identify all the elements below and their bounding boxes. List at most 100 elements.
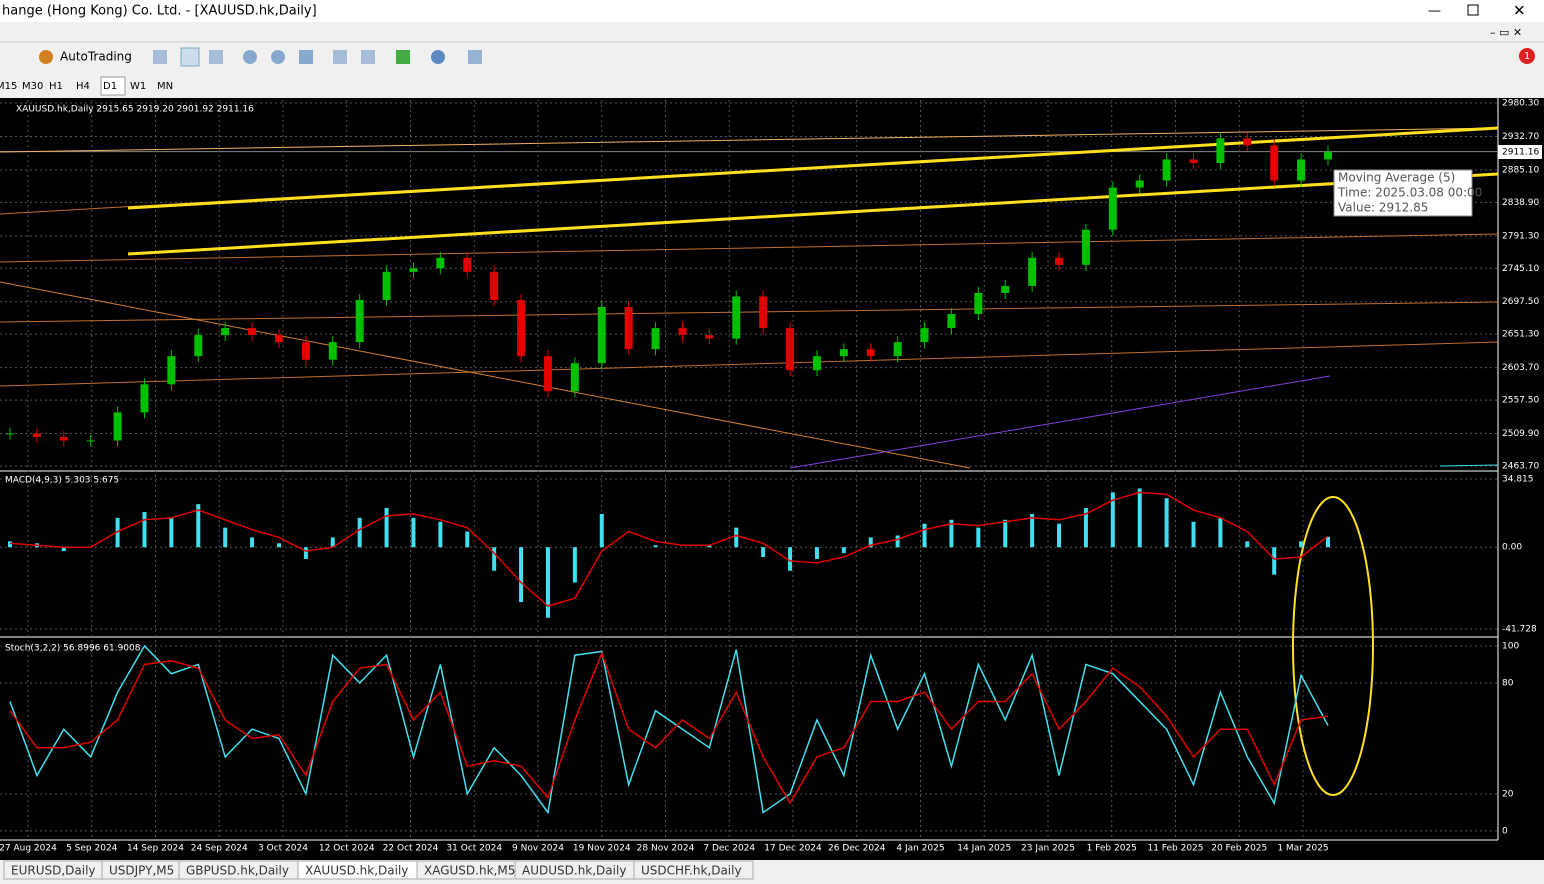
macd-bar bbox=[1137, 488, 1142, 548]
macd-bar bbox=[868, 537, 873, 548]
x-tick-label: 20 Feb 2025 bbox=[1211, 844, 1267, 854]
macd-bar bbox=[1083, 508, 1088, 548]
tab-label[interactable]: XAUUSD.hk,Daily bbox=[305, 864, 408, 878]
macd-bar bbox=[223, 527, 228, 548]
macd-bar bbox=[492, 547, 497, 571]
mdi-buttons[interactable]: – ▭ ✕ bbox=[1490, 26, 1522, 39]
macd-bar bbox=[653, 545, 658, 548]
candle bbox=[1055, 257, 1064, 265]
macd-label: MACD(4,9,3) 5.303 5.675 bbox=[5, 476, 119, 486]
autotrading-icon[interactable] bbox=[39, 50, 53, 64]
y-tick-label: -41.728 bbox=[1502, 624, 1537, 634]
macd-bar bbox=[519, 547, 524, 603]
tooltip bbox=[1333, 169, 1473, 217]
candle bbox=[1243, 138, 1252, 146]
macd-bar bbox=[61, 547, 66, 552]
candle bbox=[947, 314, 956, 329]
tooltip-line: Time: 2025.03.08 00:00 bbox=[1337, 186, 1482, 200]
candle bbox=[1189, 159, 1198, 163]
maximize[interactable] bbox=[1467, 4, 1479, 16]
title-bar bbox=[0, 0, 1544, 22]
x-tick-label: 28 Nov 2024 bbox=[637, 844, 695, 854]
candle bbox=[1108, 187, 1117, 230]
tooltip-line: Moving Average (5) bbox=[1338, 171, 1455, 185]
tab-label[interactable]: GBPUSD.hk,Daily bbox=[186, 864, 289, 878]
candle bbox=[167, 356, 176, 385]
x-tick-label: 12 Oct 2024 bbox=[319, 844, 375, 854]
x-tick-label: 4 Jan 2025 bbox=[896, 844, 944, 854]
candle bbox=[1297, 159, 1306, 181]
y-tick-label: 0 bbox=[1502, 826, 1508, 836]
toolbar-icons bbox=[153, 47, 482, 67]
tab-label[interactable]: USDJPY,M5 bbox=[109, 864, 174, 878]
macd-bar bbox=[1110, 492, 1115, 548]
macd-bar bbox=[250, 537, 255, 548]
tab-label[interactable]: EURUSD,Daily bbox=[11, 864, 96, 878]
y-tick-label: 2838.90 bbox=[1502, 198, 1539, 208]
macd-bar bbox=[599, 513, 604, 548]
candle bbox=[1324, 151, 1332, 160]
timeframe-button[interactable]: M30 bbox=[22, 81, 43, 92]
candle bbox=[382, 271, 391, 300]
x-tick-label: 17 Dec 2024 bbox=[764, 844, 822, 854]
tab-label[interactable]: XAGUSD.hk,M5 bbox=[424, 864, 515, 878]
timeframe-button[interactable]: H4 bbox=[76, 81, 90, 92]
timeframe-button[interactable]: MN bbox=[157, 81, 173, 92]
macd-bar bbox=[411, 517, 416, 548]
candle bbox=[328, 342, 337, 360]
candle bbox=[1135, 180, 1144, 188]
candle bbox=[301, 342, 310, 360]
timeframe-active bbox=[100, 76, 126, 96]
y-tick-label: 100 bbox=[1502, 641, 1519, 651]
candle bbox=[59, 436, 68, 441]
x-tick-label: 19 Nov 2024 bbox=[573, 844, 631, 854]
y-tick-label: 20 bbox=[1502, 789, 1514, 799]
timeframe-button[interactable]: M15 bbox=[0, 81, 17, 92]
macd-bar bbox=[357, 517, 362, 548]
macd-bar bbox=[949, 519, 954, 548]
candle bbox=[1216, 138, 1225, 163]
x-tick-label: 1 Mar 2025 bbox=[1277, 844, 1328, 854]
tab-label[interactable]: AUDUSD.hk,Daily bbox=[522, 864, 626, 878]
macd-bar bbox=[438, 521, 443, 548]
candle bbox=[113, 412, 122, 441]
candle bbox=[759, 296, 768, 329]
close[interactable]: ✕ bbox=[1513, 2, 1526, 20]
toolbar bbox=[0, 22, 1544, 98]
x-tick-label: 27 Aug 2024 bbox=[0, 844, 57, 854]
y-tick-label: 2885.10 bbox=[1502, 165, 1539, 175]
y-tick-label: 0.00 bbox=[1502, 543, 1522, 553]
macd-bar bbox=[545, 547, 550, 618]
candle bbox=[221, 328, 230, 336]
candle bbox=[274, 335, 283, 343]
x-tick-label: 14 Sep 2024 bbox=[127, 844, 184, 854]
x-tick-label: 14 Jan 2025 bbox=[957, 844, 1011, 854]
y-tick-label: 2791.30 bbox=[1502, 231, 1539, 241]
macd-bar bbox=[276, 543, 281, 548]
y-tick-label: 2651.30 bbox=[1502, 330, 1539, 340]
timeframe-button[interactable]: D1 bbox=[103, 81, 117, 92]
macd-bar bbox=[1191, 521, 1196, 548]
minimize[interactable]: — bbox=[1428, 4, 1441, 19]
tab-label[interactable]: USDCHF.hk,Daily bbox=[641, 864, 742, 878]
y-tick-label: 2463.70 bbox=[1502, 461, 1539, 471]
price-tag bbox=[1498, 145, 1542, 159]
x-tick-label: 24 Sep 2024 bbox=[191, 844, 248, 854]
badge-count: 1 bbox=[1524, 51, 1530, 62]
notification-badge[interactable] bbox=[1519, 48, 1535, 64]
candle bbox=[786, 328, 795, 371]
autotrading[interactable]: AutoTrading bbox=[60, 50, 132, 64]
candle bbox=[140, 384, 149, 413]
x-tick-label: 22 Oct 2024 bbox=[383, 844, 439, 854]
tab[interactable] bbox=[633, 860, 754, 880]
timeframe-button[interactable]: H1 bbox=[49, 81, 63, 92]
candle bbox=[624, 306, 633, 350]
y-tick-label: 34.815 bbox=[1502, 475, 1534, 485]
x-tick-label: 1 Feb 2025 bbox=[1087, 844, 1137, 854]
stoch-label: Stoch(3,2,2) 56.8996 61.9008 bbox=[5, 644, 141, 654]
candle bbox=[570, 363, 579, 392]
candle bbox=[490, 271, 499, 300]
timeframe-button[interactable]: W1 bbox=[130, 81, 146, 92]
